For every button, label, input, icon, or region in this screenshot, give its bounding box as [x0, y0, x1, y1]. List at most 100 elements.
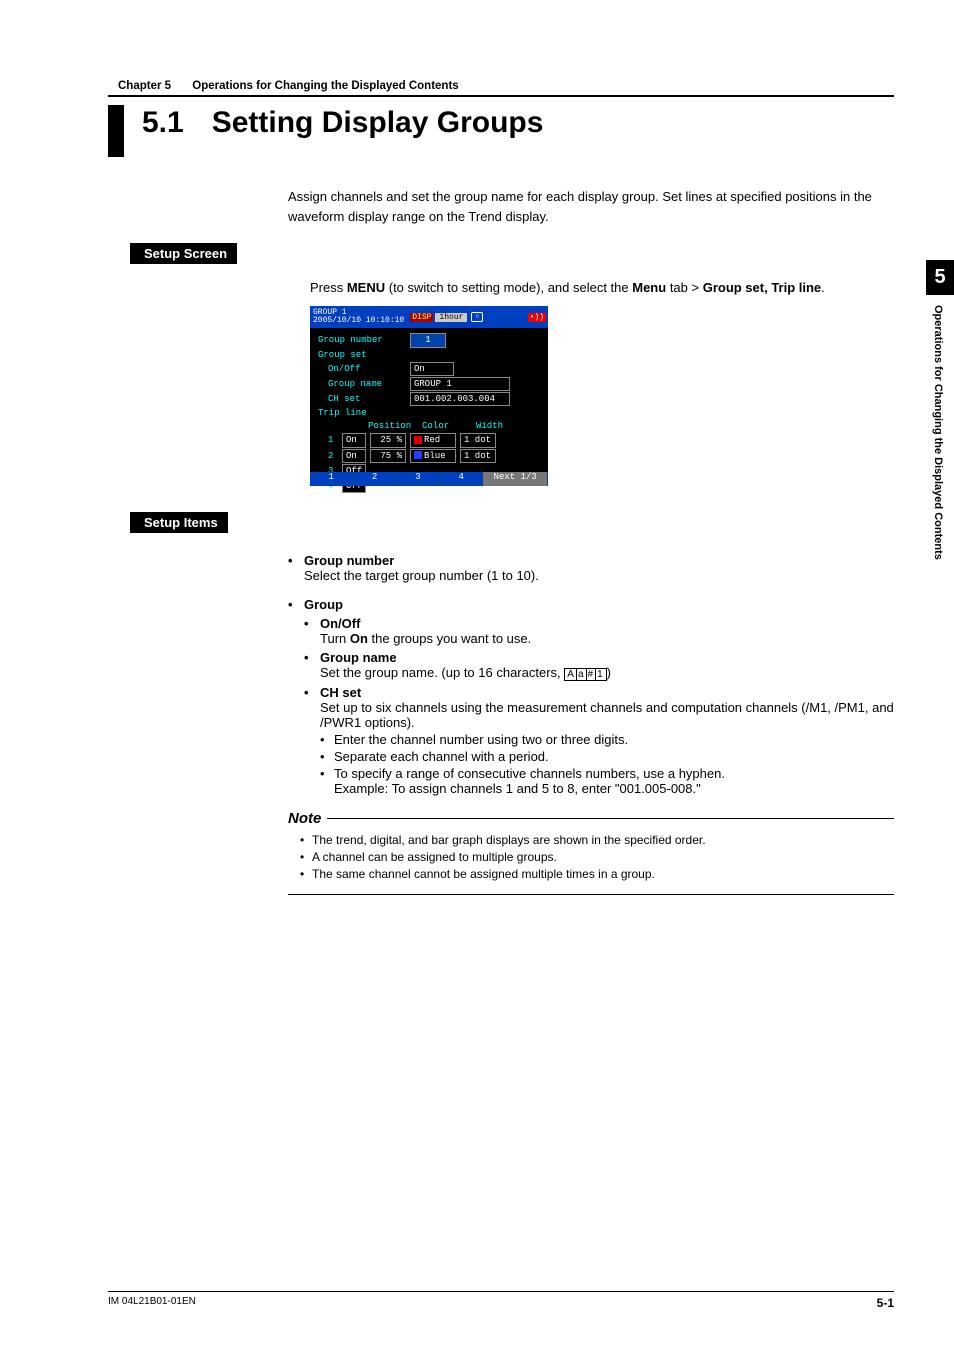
col-header: Position [368, 420, 422, 432]
chapter-title: Operations for Changing the Displayed Co… [192, 80, 458, 92]
item-desc: Set the group name. (up to 16 characters… [320, 665, 894, 681]
foot-btn: 3 [397, 472, 440, 486]
note-text: A channel can be assigned to multiple gr… [312, 850, 557, 864]
hour-badge: 1hour [435, 313, 467, 322]
section-title: Setting Display Groups [212, 105, 544, 141]
item-desc: Turn On the groups you want to use. [320, 631, 894, 646]
item-group-number: • Group number Select the target group n… [288, 553, 894, 583]
text: Separate each channel with a period. [334, 749, 894, 764]
row-label: On/Off [328, 363, 410, 375]
page-footer: IM 04L21B01-01EN 5-1 [108, 1291, 894, 1310]
menu-bold: MENU [347, 280, 385, 295]
col-header: Width [476, 420, 516, 432]
note-text: The trend, digital, and bar graph displa… [312, 833, 706, 847]
row-label: Group set [318, 349, 367, 361]
page: Chapter 5 Operations for Changing the Di… [0, 0, 954, 1350]
bullet: • [320, 766, 334, 796]
item-header: On/Off [320, 616, 894, 631]
text: Turn [320, 631, 350, 646]
content-column: Assign channels and set the group name f… [288, 187, 894, 895]
side-chapter-title: Operations for Changing the Displayed Co… [926, 295, 950, 570]
chapter-header: Chapter 5 Operations for Changing the Di… [108, 80, 894, 97]
char: A [566, 669, 577, 680]
row-label: Group number [318, 334, 410, 346]
note-rule [327, 818, 894, 819]
char: 1 [596, 669, 605, 680]
row-label: CH set [328, 393, 410, 405]
screenshot-topbar: GROUP 1 2005/10/10 10:10:10 DISP 1hour ○… [310, 306, 548, 328]
foot-next: Next 1/3 [483, 472, 548, 486]
chapter-number: Chapter 5 [118, 80, 171, 92]
text: Enter the channel number using two or th… [334, 732, 894, 747]
line: Example: To assign channels 1 and 5 to 8… [334, 781, 894, 796]
bullet: • [288, 553, 304, 583]
item-header: Group name [320, 650, 894, 665]
text: To specify a range of consecutive channe… [334, 766, 894, 796]
trip-row: 1On25 %Red1 dot [318, 433, 540, 447]
note-text: The same channel cannot be assigned mult… [312, 867, 655, 881]
setup-items-label: Setup Items [130, 512, 228, 533]
col-header: Color [422, 420, 476, 432]
bullet: • [320, 732, 334, 747]
bullet: • [304, 685, 320, 730]
bullet: • [304, 650, 320, 681]
on-bold: On [350, 631, 368, 646]
row-label: Trip line [318, 407, 367, 419]
screenshot-top-left: GROUP 1 2005/10/10 10:10:10 [313, 309, 404, 327]
text: Press [310, 280, 347, 295]
bullet: • [304, 616, 320, 646]
trip-row: 2On75 %Blue1 dot [318, 449, 540, 463]
note-label: Note [288, 810, 321, 827]
row-value: 1 [410, 333, 446, 347]
bullet: • [300, 833, 312, 847]
bullet: • [320, 749, 334, 764]
setup-screen-label: Setup Screen [130, 243, 237, 264]
footer-page-number: 5-1 [877, 1296, 894, 1310]
section-title-row: 5.1 Setting Display Groups [108, 105, 894, 157]
bullet: • [300, 850, 312, 864]
chset-sub-2: •Separate each channel with a period. [320, 749, 894, 764]
note-item: •A channel can be assigned to multiple g… [300, 850, 894, 864]
footer-doc-id: IM 04L21B01-01EN [108, 1296, 196, 1310]
section-number: 5.1 [142, 105, 184, 141]
foot-btn: 4 [440, 472, 483, 486]
text: . [821, 280, 825, 295]
item-desc: Set up to six channels using the measure… [320, 700, 894, 730]
text: tab > [666, 280, 703, 295]
foot-btn: 2 [353, 472, 396, 486]
setup-screen-instruction: Press MENU (to switch to setting mode), … [310, 278, 894, 298]
char: # [587, 669, 597, 680]
device-screenshot: GROUP 1 2005/10/10 10:10:10 DISP 1hour ○… [310, 306, 548, 486]
item-group: • Group [288, 597, 894, 612]
title-black-bar [108, 105, 124, 157]
intro-paragraph: Assign channels and set the group name f… [288, 187, 894, 227]
disp-icon: DISP [410, 313, 433, 322]
item-header: Group number [304, 553, 894, 568]
note-list: •The trend, digital, and bar graph displ… [288, 833, 894, 895]
bullet: • [300, 867, 312, 881]
menu-item-bold: Group set, Trip line [703, 280, 821, 295]
text: ) [607, 665, 611, 680]
refresh-icon: ○ [471, 312, 483, 322]
screenshot-footer: 1 2 3 4 Next 1/3 [310, 472, 548, 486]
alarm-icon: •)) [528, 313, 546, 322]
item-onoff: • On/Off Turn On the groups you want to … [304, 616, 894, 646]
item-chset: • CH set Set up to six channels using th… [304, 685, 894, 730]
item-group-name: • Group name Set the group name. (up to … [304, 650, 894, 681]
ss-datetime: 2005/10/10 10:10:10 [313, 317, 404, 326]
row-value: GROUP 1 [410, 377, 510, 391]
item-desc: Select the target group number (1 to 10)… [304, 568, 894, 583]
line: To specify a range of consecutive channe… [334, 766, 894, 781]
note-heading: Note [288, 810, 894, 827]
chset-sub-1: •Enter the channel number using two or t… [320, 732, 894, 747]
chset-sub-3: •To specify a range of consecutive chann… [320, 766, 894, 796]
note-item: •The trend, digital, and bar graph displ… [300, 833, 894, 847]
row-value: On [410, 362, 454, 376]
setup-items-list: • Group number Select the target group n… [288, 553, 894, 796]
bullet: • [288, 597, 304, 612]
row-value: 001.002.003.004 [410, 392, 510, 406]
text: Set the group name. (up to 16 characters… [320, 665, 564, 680]
menu-tab-bold: Menu [632, 280, 666, 295]
char: a [577, 669, 587, 680]
side-chapter-number: 5 [926, 260, 954, 295]
